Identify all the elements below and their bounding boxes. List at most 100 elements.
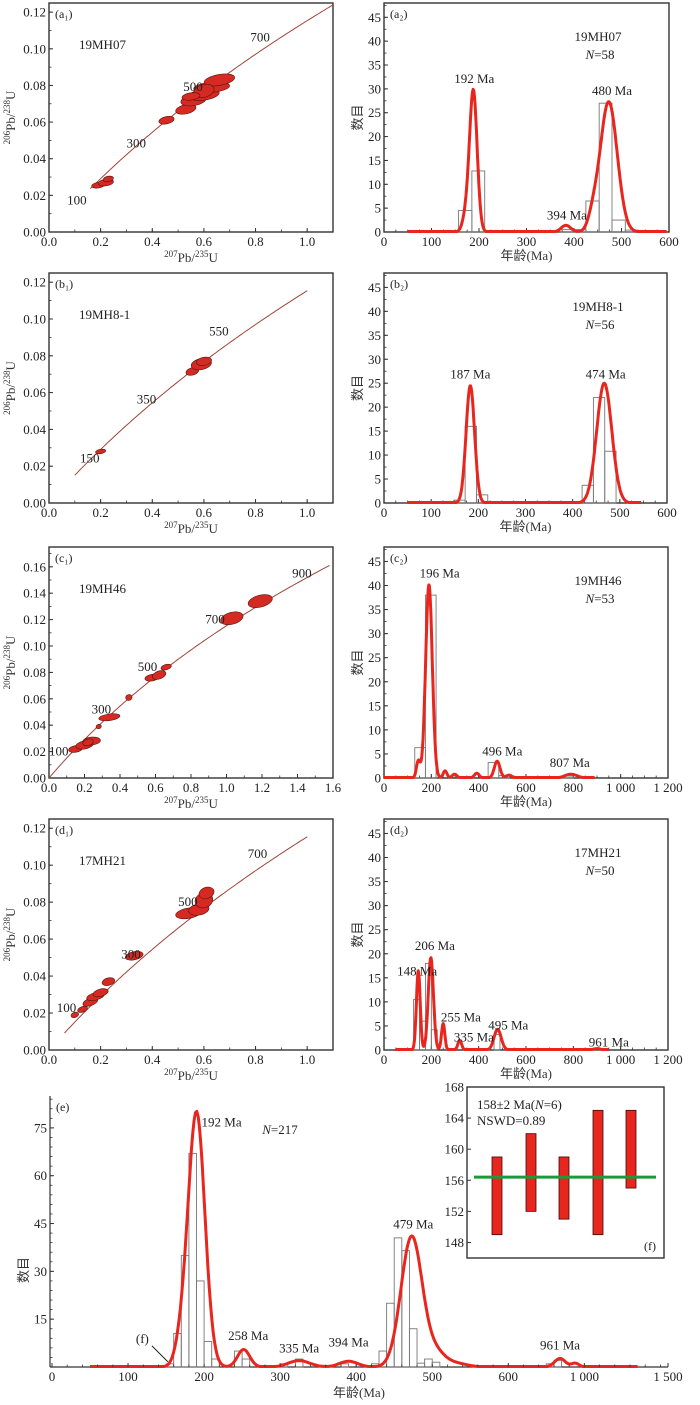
n-value: =53 bbox=[594, 591, 614, 606]
axis-text: U bbox=[3, 90, 18, 100]
x-axis-title: 207Pb/235U bbox=[164, 1067, 218, 1083]
y-tick-label: 5 bbox=[375, 201, 382, 216]
superscript: 238 bbox=[2, 100, 12, 114]
axis-text: Pb/ bbox=[178, 1068, 196, 1083]
y-tick-label: 0.08 bbox=[23, 348, 46, 363]
superscript: 207 bbox=[164, 1067, 178, 1077]
x-tick-label: 0 bbox=[49, 1369, 56, 1384]
text-part: =6) bbox=[544, 1097, 562, 1112]
x-tick-label: 100 bbox=[421, 505, 441, 520]
y-tick-label: 0.14 bbox=[23, 586, 46, 601]
concordia-age-label: 550 bbox=[209, 324, 229, 339]
concordia-age-label: 700 bbox=[248, 846, 267, 861]
probability-density-curve bbox=[383, 583, 596, 779]
plot-frame bbox=[48, 272, 334, 504]
x-tick-label: 0 bbox=[381, 234, 388, 249]
n-value: =217 bbox=[271, 1122, 298, 1137]
sample-count-label: N=58 bbox=[584, 47, 614, 62]
y-tick-label: 25 bbox=[368, 105, 381, 120]
x-tick-label: 600 bbox=[657, 505, 677, 520]
y-tick-label: 5 bbox=[375, 746, 382, 761]
age-error-bar bbox=[558, 1156, 570, 1220]
x-tick-label: 400 bbox=[469, 1052, 489, 1067]
histogram-bar bbox=[196, 1280, 205, 1368]
x-tick-label: 0.6 bbox=[147, 780, 164, 795]
axis-text: U bbox=[208, 521, 218, 536]
concordia-panel-b1: 0.0 0.2 0.4 0.6 0.8 1.0 0.00 0.02 0.04 0.06 0.08 0.… bbox=[2, 272, 334, 536]
x-tick-label: 1.6 bbox=[325, 780, 342, 795]
y-tick-label: 75 bbox=[34, 1120, 47, 1135]
sample-label: 19MH8-1 bbox=[572, 299, 623, 314]
y-tick-label: 0.04 bbox=[23, 422, 46, 437]
concordia-curve bbox=[49, 565, 330, 778]
superscript: 238 bbox=[2, 370, 12, 384]
y-tick-label: 30 bbox=[368, 352, 381, 367]
concordia-age-label: 150 bbox=[80, 451, 100, 466]
peak-age-label: 496 Ma bbox=[482, 743, 522, 758]
panel-label: (c₁) bbox=[55, 551, 73, 565]
y-tick-label: 25 bbox=[368, 650, 381, 665]
error-ellipse bbox=[92, 988, 109, 998]
peak-age-label: 196 Ma bbox=[420, 565, 460, 580]
y-tick-label: 0.00 bbox=[23, 496, 46, 511]
x-tick-label: 500 bbox=[422, 1369, 442, 1384]
superscript: 235 bbox=[195, 795, 209, 805]
x-tick-label: 0.4 bbox=[144, 1052, 161, 1067]
sample-count-label: N=217 bbox=[261, 1122, 298, 1137]
panel-label: (b₁) bbox=[55, 277, 73, 291]
x-tick-label: 800 bbox=[564, 780, 584, 795]
age-error-bar bbox=[592, 1109, 604, 1236]
x-tick-label: 1.0 bbox=[218, 780, 234, 795]
histogram-bar bbox=[475, 494, 489, 504]
y-tick-label: 15 bbox=[368, 153, 381, 168]
x-tick-label: 1 500 bbox=[653, 1369, 682, 1384]
x-tick-label: 0.6 bbox=[196, 234, 213, 249]
y-tick-label: 15 bbox=[368, 698, 381, 713]
age-error-bar bbox=[625, 1109, 637, 1189]
y-tick-label: 25 bbox=[368, 922, 381, 937]
x-tick-label: 0 bbox=[381, 505, 388, 520]
histogram-panel-c2: 0 200 400 600 800 1 000 1 200 0 5 10 15 20 25 30 35 40 4… bbox=[350, 546, 683, 809]
histogram-bar bbox=[188, 1152, 197, 1368]
concordia-panel-c1: 0.0 0.2 0.4 0.6 0.8 1.0 1.2 1.4 1.6 0.00 0.02 0.04 0… bbox=[2, 546, 342, 811]
plot-frame bbox=[383, 272, 668, 504]
y-tick-label: 45 bbox=[368, 826, 381, 841]
x-tick-label: 1.0 bbox=[299, 505, 315, 520]
x-tick-label: 0 bbox=[381, 780, 388, 795]
axis-text: Pb/ bbox=[3, 384, 18, 402]
peak-age-label: 258 Ma bbox=[228, 1328, 268, 1343]
y-tick-label: 10 bbox=[368, 177, 381, 192]
x-tick-label: 0.2 bbox=[93, 505, 109, 520]
peak-age-label: 148 Ma bbox=[397, 963, 437, 978]
y-tick-label: 0.00 bbox=[23, 771, 46, 786]
x-tick-label: 400 bbox=[469, 780, 489, 795]
y-tick-label: 5 bbox=[375, 1018, 382, 1033]
x-tick-label: 500 bbox=[612, 234, 632, 249]
plot-area bbox=[74, 290, 308, 476]
error-ellipse bbox=[158, 116, 175, 125]
y-tick-label: 40 bbox=[368, 34, 381, 49]
y-tick-label: 0.06 bbox=[23, 691, 46, 706]
error-ellipse bbox=[203, 73, 235, 87]
weighted-mean-inset: 148 152 156 160 164 168 158±2 Ma(N=6)NSWD=0.89… bbox=[445, 1080, 665, 1259]
y-tick-label: 25 bbox=[368, 376, 381, 391]
y-tick-label: 35 bbox=[368, 58, 381, 73]
superscript: 207 bbox=[164, 520, 178, 530]
y-tick-label: 0.04 bbox=[23, 969, 46, 984]
n-symbol: N bbox=[584, 317, 595, 332]
superscript: 206 bbox=[2, 675, 12, 689]
nswd-text: NSWD=0.89 bbox=[477, 1113, 545, 1128]
x-tick-label: 600 bbox=[659, 234, 679, 249]
sample-label: 19MH07 bbox=[575, 29, 622, 44]
y-tick-label: 45 bbox=[34, 1216, 47, 1231]
x-tick-label: 100 bbox=[422, 234, 442, 249]
y-tick-label: 0 bbox=[375, 225, 382, 240]
x-tick-label: 0.4 bbox=[112, 780, 129, 795]
y-tick-label: 0 bbox=[375, 1043, 382, 1058]
y-tick-label: 30 bbox=[34, 1264, 47, 1279]
y-tick-label: 0 bbox=[375, 771, 382, 786]
y-tick-label: 30 bbox=[368, 81, 381, 96]
panel-label: (f) bbox=[644, 1239, 656, 1253]
x-tick-label: 300 bbox=[516, 505, 536, 520]
